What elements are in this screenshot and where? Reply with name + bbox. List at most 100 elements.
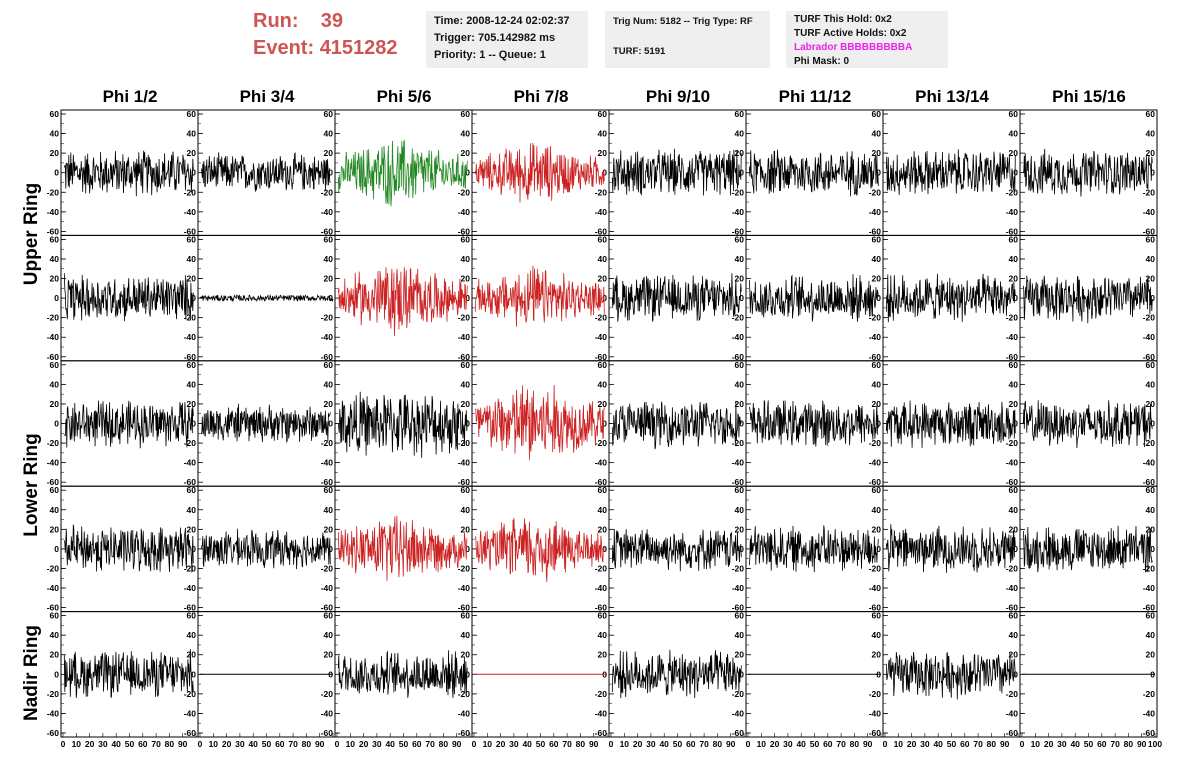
x-tick-label: 30: [98, 739, 108, 749]
y-tick-label: 20: [50, 650, 60, 660]
y-tick-label: 60: [1146, 234, 1156, 244]
y-tick-label: -20: [595, 689, 608, 699]
y-tick-label: -60: [1006, 226, 1019, 236]
x-tick-label: 60: [823, 739, 833, 749]
y-tick-label: 0: [54, 669, 59, 679]
y-tick-label: 60: [461, 234, 471, 244]
y-tick-label: 20: [735, 399, 745, 409]
y-tick-label: -60: [321, 603, 334, 613]
y-tick-label: 0: [191, 419, 196, 429]
y-tick-label: 40: [1009, 630, 1019, 640]
waveform-trace: [64, 400, 194, 449]
y-tick-label: 0: [739, 419, 744, 429]
y-tick-label: -20: [1143, 689, 1156, 699]
trigger-text: Trigger: 705.142982 ms: [434, 32, 556, 44]
y-tick-label: -40: [732, 708, 745, 718]
y-tick-label: -20: [732, 689, 745, 699]
y-tick-label: 20: [872, 148, 882, 158]
x-tick-label: 20: [222, 739, 232, 749]
y-tick-label: 0: [876, 168, 881, 178]
y-tick-label: 60: [324, 360, 334, 370]
x-tick-label: 0: [61, 739, 66, 749]
y-tick-label: 60: [598, 234, 608, 244]
x-tick-label: 60: [1097, 739, 1107, 749]
y-tick-label: 40: [324, 254, 334, 264]
y-tick-label: -40: [1143, 332, 1156, 342]
y-tick-label: 60: [872, 611, 882, 621]
y-tick-label: 0: [602, 544, 607, 554]
y-tick-label: 60: [187, 234, 197, 244]
turf-holds-panel: TURF This Hold: 0x2 TURF Active Holds: 0…: [786, 11, 948, 68]
x-tick-label: 20: [1044, 739, 1054, 749]
y-tick-label: 20: [1146, 274, 1156, 284]
y-tick-label: -20: [869, 313, 882, 323]
waveform-trace: [748, 525, 879, 573]
run-label: Run:: [253, 10, 299, 32]
x-tick-label: 90: [1000, 739, 1010, 749]
y-tick-label: -40: [1006, 458, 1019, 468]
x-tick-label: 80: [576, 739, 586, 749]
x-tick-label: 50: [262, 739, 272, 749]
y-tick-label: -60: [1143, 352, 1156, 362]
y-tick-label: -20: [47, 313, 60, 323]
y-tick-label: 60: [187, 611, 197, 621]
y-tick-label: 40: [1146, 379, 1156, 389]
y-tick-label: -60: [1143, 226, 1156, 236]
y-tick-label: 60: [1146, 109, 1156, 119]
y-tick-label: 20: [324, 524, 334, 534]
y-tick-label: 40: [187, 379, 197, 389]
y-tick-label: 60: [187, 485, 197, 495]
y-tick-label: 40: [1146, 505, 1156, 515]
panel-frame: [60, 109, 199, 236]
y-tick-label: -20: [321, 563, 334, 573]
column-header-4: Phi 7/8: [513, 87, 569, 106]
x-tick-label: 90: [863, 739, 873, 749]
y-tick-label: -20: [458, 187, 471, 197]
y-tick-label: -20: [458, 313, 471, 323]
y-tick-label: 20: [1146, 650, 1156, 660]
y-tick-label: 60: [1009, 485, 1019, 495]
x-tick-label: 100: [1148, 739, 1162, 749]
y-tick-label: -20: [1143, 313, 1156, 323]
y-tick-label: -20: [1143, 563, 1156, 573]
y-tick-label: -40: [458, 708, 471, 718]
y-tick-label: 20: [1146, 148, 1156, 158]
y-tick-label: 60: [187, 360, 197, 370]
y-tick-label: 20: [872, 524, 882, 534]
waveform-trace: [611, 649, 742, 699]
y-tick-label: -60: [321, 226, 334, 236]
x-tick-label: 50: [125, 739, 135, 749]
y-tick-label: 40: [187, 129, 197, 139]
column-header-7: Phi 13/14: [915, 87, 989, 106]
y-tick-label: 20: [1009, 399, 1019, 409]
y-tick-label: -60: [184, 728, 197, 738]
x-tick-label: 0: [746, 739, 751, 749]
y-tick-label: -40: [1143, 583, 1156, 593]
x-tick-label: 40: [659, 739, 669, 749]
y-tick-label: -20: [1006, 313, 1019, 323]
x-tick-label: 0: [472, 739, 477, 749]
waveform-trace: [200, 151, 331, 192]
x-tick-label: 80: [713, 739, 723, 749]
x-tick-label: 70: [425, 739, 435, 749]
y-tick-label: 60: [50, 611, 60, 621]
x-tick-label: 30: [509, 739, 519, 749]
y-tick-label: 40: [598, 129, 608, 139]
waveform-trace: [474, 265, 605, 327]
y-tick-label: -60: [458, 477, 471, 487]
labrador-text: Labrador BBBBBBBBBA: [794, 42, 913, 53]
trig-num-panel: Trig Num: 5182 -- Trig Type: RF TURF: 51…: [605, 11, 770, 68]
y-tick-label: -20: [321, 689, 334, 699]
x-tick-label: 0: [1020, 739, 1025, 749]
y-tick-label: -40: [732, 458, 745, 468]
y-tick-label: 40: [187, 505, 197, 515]
y-tick-label: 60: [324, 234, 334, 244]
y-tick-label: -40: [321, 332, 334, 342]
y-tick-label: -60: [869, 603, 882, 613]
y-tick-label: 60: [187, 109, 197, 119]
y-tick-label: -60: [1006, 352, 1019, 362]
y-tick-label: 0: [465, 669, 470, 679]
waveform-trace: [611, 528, 742, 572]
y-tick-label: 20: [598, 274, 608, 284]
